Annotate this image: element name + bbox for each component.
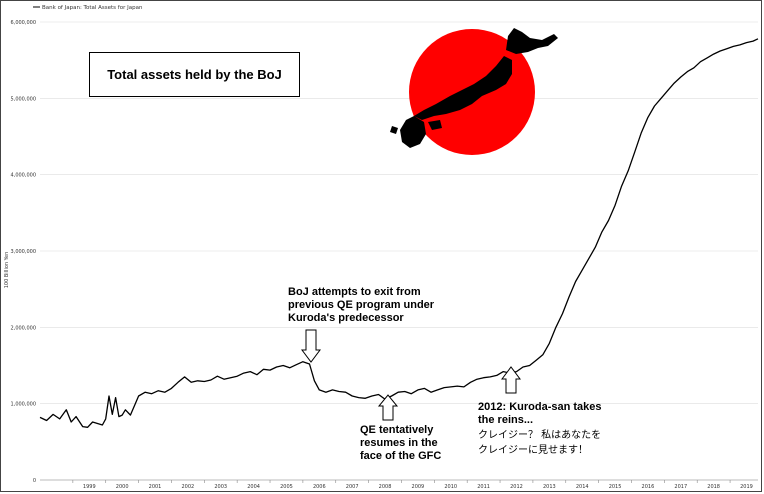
grid bbox=[40, 21, 758, 481]
arrow-up-kuroda bbox=[501, 366, 521, 394]
x-tick-label: 2017 bbox=[674, 484, 687, 490]
x-tick-label: 1999 bbox=[83, 484, 96, 490]
annotation-boj-exit: BoJ attempts to exit from previous QE pr… bbox=[288, 286, 435, 324]
annotation-text: face of the GFC bbox=[360, 450, 441, 462]
x-tick-label: 2003 bbox=[214, 484, 227, 490]
x-tick-label: 2004 bbox=[247, 484, 260, 490]
x-tick-label: 2006 bbox=[313, 484, 326, 490]
annotation-text: Kuroda's predecessor bbox=[288, 312, 404, 324]
x-tick-label: 2015 bbox=[609, 484, 622, 490]
x-tick-label: 2011 bbox=[477, 484, 490, 490]
arrow-down-exit bbox=[301, 329, 321, 363]
y-tick-label: 4,000,000 bbox=[11, 173, 36, 179]
japan-islands-decoration bbox=[390, 28, 558, 148]
y-tick-label: 2,000,000 bbox=[11, 325, 36, 331]
x-tick-label: 2007 bbox=[346, 484, 359, 490]
x-tick-label: 2016 bbox=[642, 484, 655, 490]
x-tick-label: 2013 bbox=[543, 484, 556, 490]
annotation-text-japanese: クレイジーに見せます！ bbox=[478, 444, 588, 456]
x-tick-label: 2012 bbox=[510, 484, 523, 490]
y-tick-label: 6,000,000 bbox=[11, 20, 36, 26]
series-line-boj-total-assets bbox=[39, 38, 759, 428]
x-tick-label: 2014 bbox=[576, 484, 589, 490]
chart-title: Total assets held by the BoJ bbox=[89, 52, 300, 97]
y-tick-label: 3,000,000 bbox=[11, 249, 36, 255]
x-tick-label: 2019 bbox=[740, 484, 753, 490]
annotation-qe-resumes: QE tentatively resumes in the face of th… bbox=[360, 424, 441, 462]
legend-label: Bank of Japan: Total Assets for Japan bbox=[42, 5, 143, 11]
x-tick-label: 2001 bbox=[149, 484, 162, 490]
x-tick-label: 2002 bbox=[182, 484, 195, 490]
x-tick-label: 2008 bbox=[379, 484, 392, 490]
x-tick-label: 2018 bbox=[707, 484, 720, 490]
x-tick-label: 2010 bbox=[444, 484, 457, 490]
y-tick-label: 0 bbox=[33, 478, 36, 484]
annotation-text: QE tentatively bbox=[360, 424, 434, 436]
annotation-text: previous QE program under bbox=[288, 299, 435, 311]
annotation-text: resumes in the bbox=[360, 437, 438, 449]
arrow-up-gfc bbox=[377, 394, 399, 421]
y-axis-ticks: 0 1,000,000 2,000,000 3,000,000 4,000,000 5,0… bbox=[11, 20, 36, 484]
annotation-text: BoJ attempts to exit from bbox=[288, 286, 421, 298]
x-tick-label: 2009 bbox=[412, 484, 425, 490]
y-tick-label: 5,000,000 bbox=[11, 96, 36, 102]
x-tick-label: 2000 bbox=[116, 484, 129, 490]
y-tick-label: 1,000,000 bbox=[11, 402, 36, 408]
x-axis-ticks: 1999 2000 2001 2002 2003 2004 2005 2006 2007 2008… bbox=[72, 480, 753, 490]
annotation-text: 2012: Kuroda-san takes bbox=[478, 401, 602, 413]
legend: Bank of Japan: Total Assets for Japan bbox=[33, 5, 143, 11]
annotation-kuroda: 2012: Kuroda-san takes the reins... クレイジ… bbox=[478, 401, 602, 456]
y-axis-label: 100 Billion Yen bbox=[4, 252, 10, 289]
x-tick-label: 2005 bbox=[280, 484, 293, 490]
annotation-text: the reins... bbox=[478, 414, 533, 426]
annotation-text-japanese: クレイジー？ 私はあなたを bbox=[478, 429, 601, 441]
